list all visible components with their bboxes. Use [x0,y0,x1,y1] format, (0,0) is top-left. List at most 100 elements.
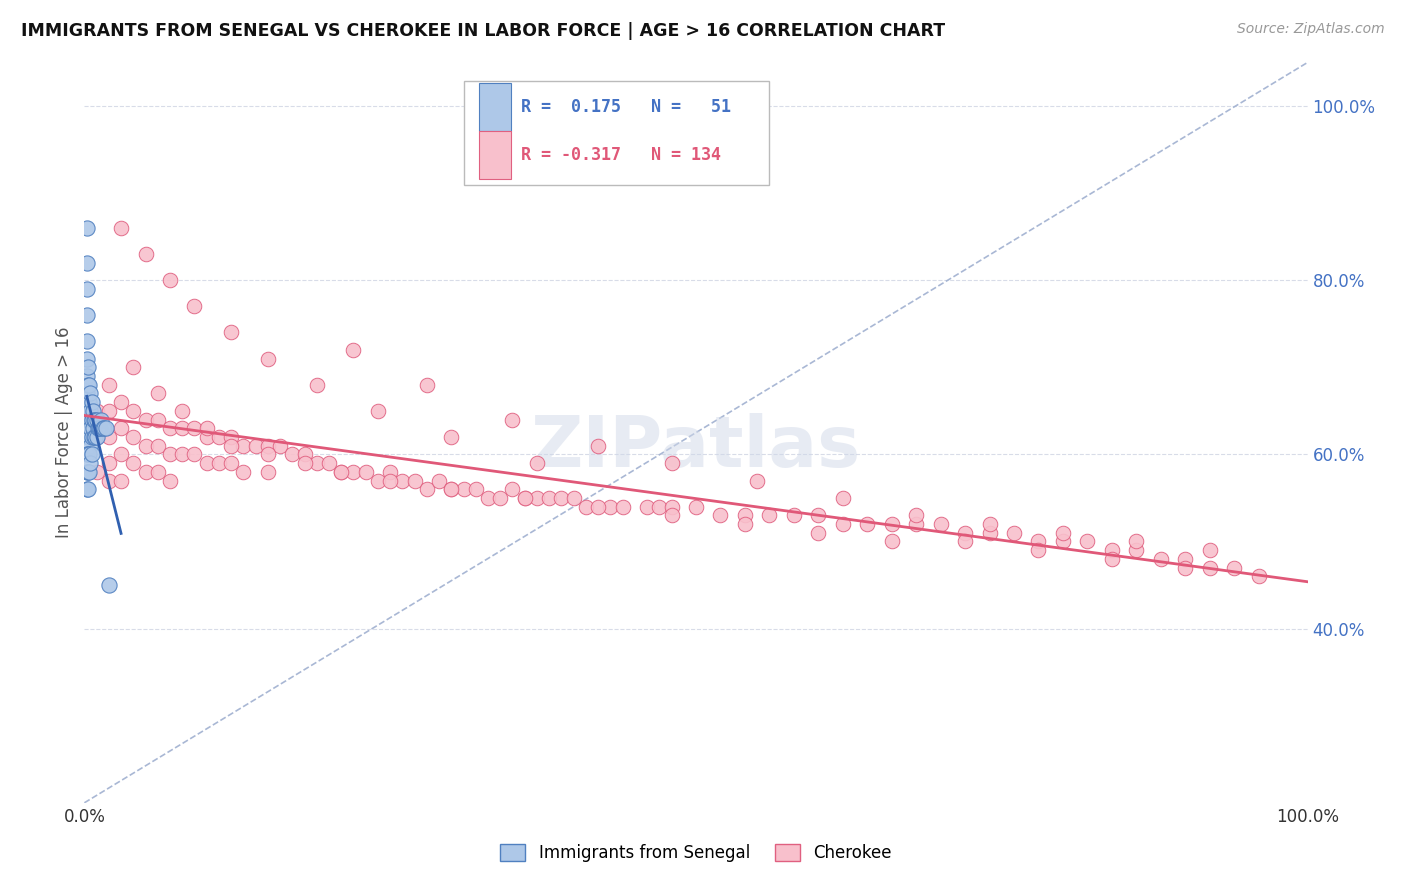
Point [599,500,621,514]
FancyBboxPatch shape [479,83,512,130]
Point [77,465,100,479]
Point [77,360,100,375]
Point [1125,534,1147,549]
Point [146,412,169,426]
Point [1125,543,1147,558]
Point [76,221,98,235]
Point [97,404,120,418]
Point [93,421,115,435]
Y-axis label: In Labor Force | Age > 16: In Labor Force | Age > 16 [55,326,73,539]
Point [146,439,169,453]
Point [880,517,903,532]
Point [342,343,364,357]
Point [97,578,120,592]
Point [1101,552,1123,566]
Point [281,447,304,461]
Point [747,474,769,488]
Point [502,482,524,496]
Point [97,430,120,444]
Point [367,404,389,418]
Point [257,465,280,479]
Point [245,439,267,453]
Point [257,447,280,461]
Point [79,456,101,470]
Point [80,447,103,461]
Point [135,465,157,479]
Point [575,500,598,514]
Point [77,447,100,461]
Point [87,421,110,435]
Point [562,491,585,505]
Point [1150,552,1173,566]
Point [856,517,879,532]
Point [734,517,756,532]
Point [1174,560,1197,574]
Point [219,430,242,444]
Legend: Immigrants from Senegal, Cherokee: Immigrants from Senegal, Cherokee [494,837,898,869]
Point [502,412,524,426]
Point [86,430,108,444]
Text: IMMIGRANTS FROM SENEGAL VS CHEROKEE IN LABOR FORCE | AGE > 16 CORRELATION CHART: IMMIGRANTS FROM SENEGAL VS CHEROKEE IN L… [21,22,945,40]
Point [550,491,572,505]
Point [294,456,316,470]
Point [416,482,439,496]
Point [538,491,561,505]
Point [183,447,205,461]
FancyBboxPatch shape [479,131,512,178]
Point [83,430,105,444]
Point [636,500,658,514]
Point [195,456,218,470]
Point [86,404,108,418]
Point [76,482,98,496]
Point [146,386,169,401]
Point [76,282,98,296]
Point [783,508,806,523]
Point [305,377,328,392]
Point [1101,543,1123,558]
Point [77,412,100,426]
Point [195,430,218,444]
Point [80,395,103,409]
Point [440,482,463,496]
Point [80,412,103,426]
Point [404,474,426,488]
Point [135,247,157,261]
Point [612,500,634,514]
Point [880,534,903,549]
Point [219,326,242,340]
Point [367,474,389,488]
Point [77,377,100,392]
Point [91,421,114,435]
Point [489,491,512,505]
Point [159,474,181,488]
Point [1028,543,1050,558]
Point [77,395,100,409]
Point [77,412,100,426]
Point [464,482,486,496]
Point [330,465,353,479]
Point [685,500,707,514]
Point [1028,534,1050,549]
Point [90,412,112,426]
Point [342,465,364,479]
Point [86,465,108,479]
Point [232,439,254,453]
Point [427,474,450,488]
Text: R = -0.317   N = 134: R = -0.317 N = 134 [522,146,721,164]
Point [76,351,98,366]
Point [526,456,548,470]
Point [122,360,145,375]
Point [79,386,101,401]
Point [1052,534,1074,549]
Point [89,421,111,435]
Point [979,517,1001,532]
Point [661,500,683,514]
Point [195,421,218,435]
Point [79,404,101,418]
Point [758,508,780,523]
Point [77,395,100,409]
Point [380,474,402,488]
Point [97,456,120,470]
Point [1076,534,1098,549]
Point [135,412,157,426]
